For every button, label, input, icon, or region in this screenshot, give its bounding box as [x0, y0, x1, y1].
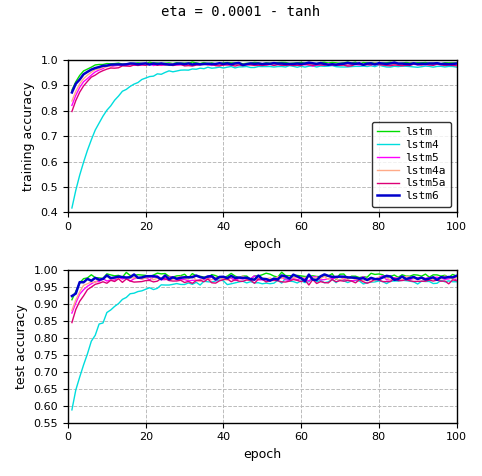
lstm5 — [427, 62, 432, 68]
lstm6 — [298, 61, 304, 67]
lstm5 — [271, 60, 277, 66]
lstm — [438, 61, 444, 67]
lstm6 — [454, 60, 459, 66]
Line: lstm6: lstm6 — [72, 62, 456, 92]
lstm5a — [143, 62, 148, 68]
lstm5a — [454, 63, 459, 69]
lstm5a — [69, 109, 75, 114]
lstm6 — [391, 60, 397, 65]
lstm5 — [201, 60, 207, 66]
lstm — [159, 61, 164, 67]
lstm4 — [376, 62, 382, 68]
Line: lstm5a: lstm5a — [72, 63, 456, 111]
lstm5 — [454, 61, 459, 67]
lstm4 — [427, 63, 432, 69]
Text: eta = 0.0001 - tanh: eta = 0.0001 - tanh — [161, 5, 321, 19]
lstm — [69, 87, 75, 93]
lstm4a — [267, 60, 273, 66]
lstm6 — [69, 89, 75, 95]
Line: lstm4: lstm4 — [72, 65, 456, 208]
lstm4 — [69, 205, 75, 211]
lstm — [143, 61, 148, 67]
lstm4a — [143, 61, 148, 67]
Y-axis label: training accuracy: training accuracy — [22, 81, 35, 191]
Line: lstm: lstm — [72, 62, 456, 90]
lstm5 — [69, 103, 75, 109]
lstm5 — [438, 62, 444, 68]
lstm6 — [159, 60, 164, 66]
lstm — [189, 59, 195, 65]
lstm — [271, 60, 277, 66]
lstm4a — [69, 98, 75, 104]
lstm6 — [438, 61, 444, 67]
lstm4 — [454, 64, 459, 70]
lstm6 — [267, 61, 273, 67]
lstm5a — [372, 60, 378, 66]
lstm6 — [143, 60, 148, 66]
lstm4a — [438, 61, 444, 67]
X-axis label: epoch: epoch — [243, 448, 281, 461]
lstm5 — [159, 62, 164, 68]
lstm4 — [267, 64, 273, 69]
lstm6 — [427, 60, 432, 66]
Line: lstm4a: lstm4a — [72, 63, 456, 101]
lstm5a — [267, 61, 273, 67]
lstm5a — [427, 62, 432, 68]
lstm4a — [298, 62, 304, 68]
lstm5 — [143, 62, 148, 68]
lstm4a — [372, 60, 378, 66]
lstm5 — [302, 62, 308, 68]
lstm — [302, 60, 308, 66]
lstm5a — [438, 62, 444, 68]
lstm — [454, 60, 459, 66]
lstm4 — [143, 75, 148, 81]
Line: lstm5: lstm5 — [72, 63, 456, 106]
lstm4a — [427, 62, 432, 68]
lstm4 — [298, 63, 304, 69]
lstm5a — [298, 63, 304, 69]
lstm5a — [159, 62, 164, 68]
X-axis label: epoch: epoch — [243, 238, 281, 251]
lstm — [427, 60, 432, 66]
lstm4 — [159, 71, 164, 77]
Legend: lstm, lstm4, lstm5, lstm4a, lstm5a, lstm6: lstm, lstm4, lstm5, lstm4a, lstm5a, lstm… — [372, 122, 451, 207]
lstm4 — [438, 63, 444, 69]
lstm4a — [159, 60, 164, 66]
Y-axis label: test accuracy: test accuracy — [15, 304, 28, 389]
lstm4a — [454, 61, 459, 67]
